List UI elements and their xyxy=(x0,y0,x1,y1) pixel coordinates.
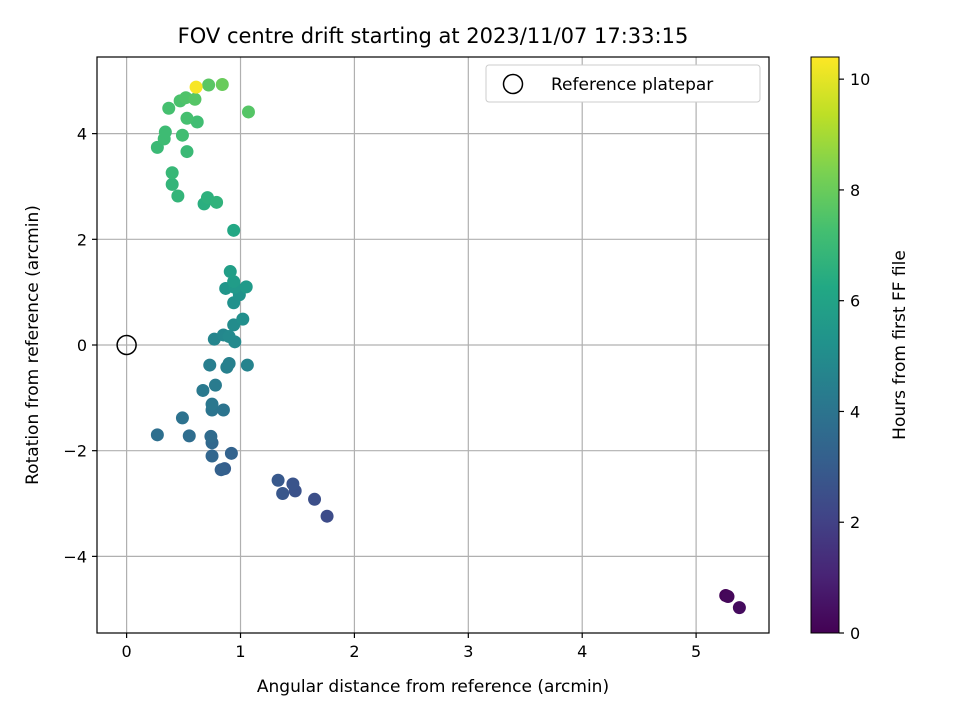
data-point xyxy=(286,477,300,491)
data-point xyxy=(202,78,216,92)
legend-entry: Reference platepar xyxy=(551,75,713,95)
data-point xyxy=(239,280,253,294)
data-point xyxy=(189,80,203,94)
data-point xyxy=(227,223,241,237)
data-point xyxy=(721,590,735,604)
data-points xyxy=(150,77,746,615)
data-point xyxy=(204,429,218,443)
data-point xyxy=(208,378,222,392)
data-point xyxy=(276,486,290,500)
colorbar-tick-label: 10 xyxy=(850,70,870,89)
data-point xyxy=(227,275,241,289)
y-tick-label: −4 xyxy=(63,547,87,566)
data-point xyxy=(240,358,254,372)
data-point xyxy=(205,397,219,411)
x-axis-ticks: 0 1 2 3 4 5 xyxy=(122,633,701,661)
data-point xyxy=(215,77,229,91)
x-tick-label: 1 xyxy=(235,642,245,661)
data-point xyxy=(203,358,217,372)
reference-platepar-marker xyxy=(116,334,137,356)
y-tick-label: 0 xyxy=(77,336,87,355)
data-point xyxy=(150,428,164,442)
data-point xyxy=(162,101,176,115)
x-tick-label: 5 xyxy=(691,642,701,661)
legend: Reference platepar xyxy=(485,64,761,103)
legend-marker xyxy=(502,73,524,95)
colorbar-tick-label: 2 xyxy=(850,513,860,532)
reference-marker xyxy=(116,334,137,356)
data-point xyxy=(165,166,179,180)
x-tick-label: 4 xyxy=(577,642,587,661)
colorbar: 0 2 4 6 8 10 Hours from first FF file xyxy=(810,56,910,643)
data-point xyxy=(732,601,746,615)
data-point xyxy=(241,105,255,119)
colorbar-tick-label: 0 xyxy=(850,624,860,643)
data-point xyxy=(216,403,230,417)
data-point xyxy=(175,411,189,425)
colorbar-gradient xyxy=(810,56,840,634)
data-point xyxy=(190,115,204,129)
grid-lines xyxy=(97,57,769,633)
x-tick-label: 2 xyxy=(349,642,359,661)
colorbar-tick-label: 4 xyxy=(850,402,860,421)
data-point xyxy=(224,446,238,460)
y-axis-ticks: −4 −2 0 2 4 xyxy=(63,125,97,566)
data-point xyxy=(182,429,196,443)
data-point xyxy=(214,463,228,477)
y-tick-label: 4 xyxy=(77,125,87,144)
data-point xyxy=(196,383,210,397)
y-axis-label: Rotation from reference (arcmin) xyxy=(23,205,43,485)
x-tick-label: 3 xyxy=(463,642,473,661)
data-point xyxy=(210,195,224,209)
data-point xyxy=(180,145,194,159)
data-point xyxy=(171,189,185,203)
y-tick-label: −2 xyxy=(63,442,87,461)
x-axis-label: Angular distance from reference (arcmin) xyxy=(257,677,609,697)
data-point xyxy=(175,128,189,142)
colorbar-label: Hours from first FF file xyxy=(890,250,910,440)
data-point xyxy=(320,509,334,523)
data-point xyxy=(228,335,242,349)
colorbar-tick-label: 8 xyxy=(850,181,860,200)
data-point xyxy=(222,356,236,370)
data-point xyxy=(180,111,194,125)
y-tick-label: 2 xyxy=(77,230,87,249)
colorbar-tick-label: 6 xyxy=(850,292,860,311)
colorbar-ticks: 0 2 4 6 8 10 xyxy=(839,70,870,643)
legend-box xyxy=(485,64,761,103)
data-point xyxy=(236,312,250,326)
data-point xyxy=(223,265,237,279)
data-point xyxy=(158,125,172,139)
data-point xyxy=(188,92,202,106)
data-point xyxy=(165,177,179,191)
data-point xyxy=(271,473,285,487)
chart-title: FOV centre drift starting at 2023/11/07 … xyxy=(178,24,689,48)
x-tick-label: 0 xyxy=(122,642,132,661)
data-point xyxy=(308,492,322,506)
data-point xyxy=(205,449,219,463)
